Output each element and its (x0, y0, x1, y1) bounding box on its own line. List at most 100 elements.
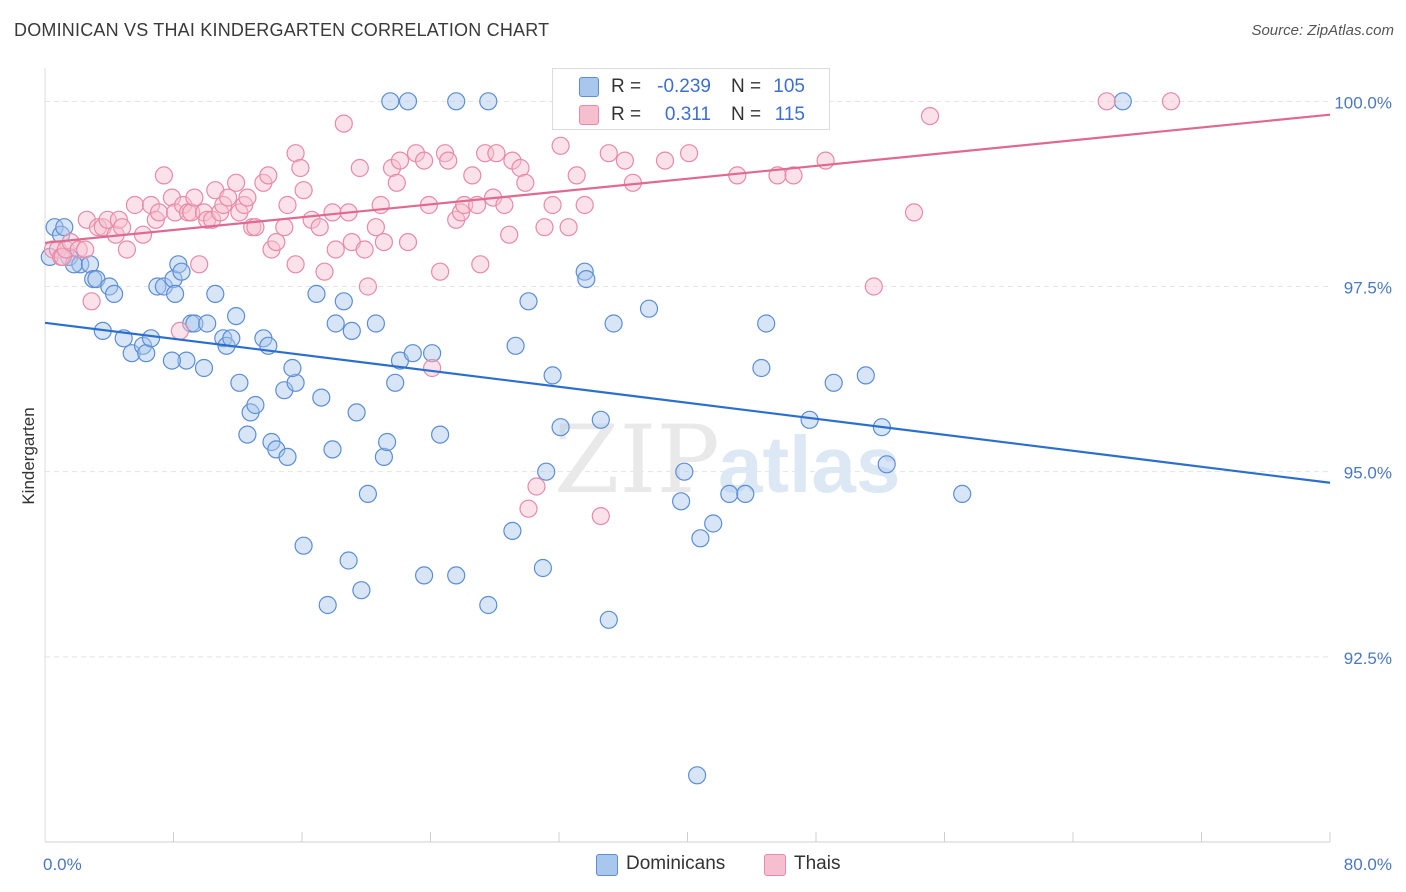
thais-point (487, 144, 506, 163)
r-label: R = (611, 76, 642, 97)
thais-point (170, 321, 189, 340)
thais-point (535, 218, 554, 237)
n-label: N = (731, 76, 762, 97)
dominicans-point (736, 484, 755, 503)
thais-point (591, 506, 610, 526)
legend-label: Dominicans (626, 853, 726, 874)
dominicans-point (347, 403, 366, 422)
dominicans-point (415, 566, 434, 585)
dominicans-point (283, 358, 302, 378)
thais-point (355, 240, 374, 259)
dominicans-point (366, 314, 385, 333)
r-label: R = (611, 104, 642, 125)
thais-point (117, 240, 137, 259)
dominicans-point (227, 307, 246, 326)
watermark-zip: ZIP (554, 406, 720, 515)
y-tick-label: 100.0% (1334, 93, 1392, 112)
dominicans-point (577, 270, 596, 289)
axes (44, 68, 1331, 843)
dominicans-point (381, 92, 400, 111)
dominicans-point (166, 284, 185, 303)
dominicans-point (537, 462, 556, 481)
dominicans-point (326, 314, 345, 333)
thais-point (904, 203, 924, 222)
n-value: 105 (773, 76, 805, 97)
dominicans-point (172, 262, 191, 281)
thais-point (326, 240, 345, 259)
thais-trend-line (44, 113, 1331, 244)
dominicans-point (141, 329, 161, 348)
thais-point (495, 195, 514, 215)
dominicans-point (1113, 92, 1132, 111)
legend-row-thais: R = 0.311 N = 115 (553, 100, 829, 128)
dominicans-point (323, 440, 342, 459)
dominicans-point (551, 418, 570, 437)
dominicans-point (230, 373, 249, 392)
thais-point (527, 477, 546, 496)
dominicans-point (479, 595, 498, 615)
dominicans-point (604, 314, 623, 333)
dominicans-point (398, 92, 418, 111)
tick-labels: 100.0% 97.5% 95.0% 92.5% 0.0% 80.0% (43, 93, 1392, 874)
dominicans-point (374, 447, 393, 466)
thais-point (219, 188, 238, 207)
thais-point (275, 218, 294, 237)
thais-point (431, 262, 450, 281)
dominicans-point (720, 484, 739, 503)
thais-point (1161, 92, 1181, 111)
dominicans-point (386, 373, 405, 392)
legend-row-dominicans: R = -0.239 N = 105 (553, 72, 829, 100)
dominicans-point (194, 358, 214, 378)
dominicans-trend-line (44, 321, 1331, 484)
thais-point (125, 195, 144, 215)
dominicans-point (278, 447, 297, 466)
thais-point (77, 210, 96, 229)
dominicans-point (506, 336, 525, 355)
dominicans-point (358, 484, 377, 503)
dominicans-point (339, 551, 358, 570)
dominicans-point (447, 566, 466, 585)
chart-title: DOMINICAN VS THAI KINDERGARTEN CORRELATI… (14, 20, 550, 40)
thais-point (559, 218, 578, 237)
thais-point (516, 173, 535, 192)
thais-point (259, 166, 278, 185)
thais-point (387, 173, 406, 192)
thais-point (310, 218, 329, 237)
dominicans-point (286, 373, 305, 392)
thais-point (599, 144, 618, 163)
thais-point (784, 166, 803, 185)
thais-point (366, 218, 385, 237)
thais-point (655, 151, 675, 170)
r-value: -0.239 (657, 76, 711, 97)
thais-point (519, 499, 538, 518)
thais-point (291, 158, 310, 178)
x-tick-label: 80.0% (1344, 855, 1392, 874)
watermark: ZIP atlas (554, 406, 900, 515)
thais-point (154, 166, 173, 185)
thais-point (374, 233, 393, 252)
y-tick-label: 97.5% (1344, 278, 1392, 297)
thais-point (162, 188, 181, 207)
dominicans-point (533, 558, 553, 578)
dominicans-point (122, 344, 141, 363)
dominicans-point (275, 381, 294, 400)
dominicans-point (752, 358, 771, 378)
dominicans-point (238, 425, 257, 444)
dominicans-point (154, 277, 173, 296)
thais-point (415, 151, 434, 170)
chart-source: Source: ZipAtlas.com (1251, 22, 1394, 39)
r-value: 0.311 (664, 104, 711, 125)
thais-point (88, 218, 108, 237)
thais-point (390, 151, 410, 170)
dominicans-point (479, 92, 498, 111)
dominicans-point (519, 292, 538, 311)
thais-point (615, 151, 635, 170)
dominicans-point (671, 492, 691, 511)
dominicans-point (447, 92, 466, 111)
thais-point (294, 181, 313, 200)
dominicans-point (307, 284, 326, 303)
dominicans-point (104, 284, 124, 303)
dominicans-point (639, 299, 659, 318)
dominicans-point (575, 262, 594, 281)
